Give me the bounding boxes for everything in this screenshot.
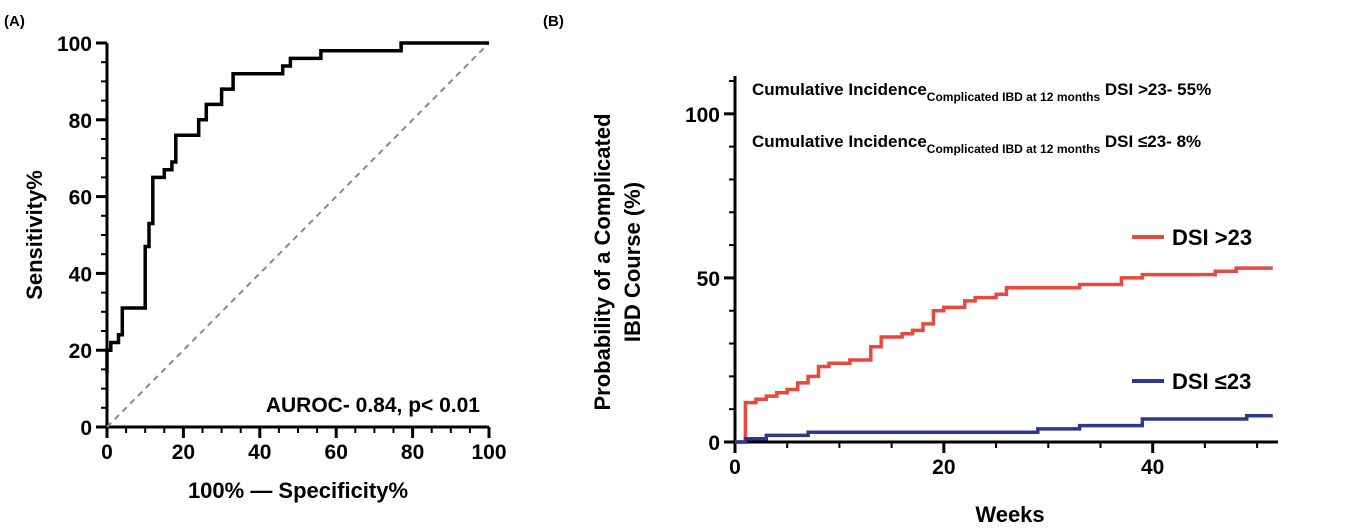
panel-a-reference-diagonal bbox=[106, 42, 490, 428]
annotation-dsi-high-tail: DSI >23- 55% bbox=[1100, 80, 1211, 99]
panel-a-y-tick-label: 40 bbox=[69, 263, 92, 286]
annotation-dsi-low-tail: DSI ≤23- 8% bbox=[1100, 132, 1201, 151]
panel-b-x-tick-label: 40 bbox=[1141, 456, 1164, 479]
panel-a-x-tick-label: 40 bbox=[248, 441, 271, 464]
panel-a-series-line-0 bbox=[105, 41, 489, 374]
panel-b-x-tick-label: 20 bbox=[932, 456, 955, 479]
panel-b-x-axis-title: Weeks bbox=[975, 502, 1044, 527]
auroc-annotation: AUROC- 0.84, p< 0.01 bbox=[266, 394, 480, 417]
panel-a-y-tick-label: 20 bbox=[69, 340, 92, 363]
panel-b-label: (B) bbox=[543, 13, 564, 30]
legend: DSI >23 DSI ≤23 bbox=[1132, 225, 1252, 394]
panel-a-x-tick-label: 80 bbox=[401, 441, 424, 464]
legend-label-dsi-low: DSI ≤23 bbox=[1172, 369, 1251, 394]
panel-a-y-axis-title: Sensitivity% bbox=[22, 170, 47, 300]
panel-b-y-tick-label: 100 bbox=[685, 104, 720, 127]
panel-b-series-line-1 bbox=[735, 413, 1273, 444]
panel-b-y-axis-title-line1: Probability of a Complicated bbox=[590, 113, 615, 410]
panel-a-y-tick-label: 0 bbox=[80, 417, 92, 440]
panel-a-y-tick-label: 80 bbox=[69, 110, 92, 133]
panel-a-y-tick-label: 100 bbox=[57, 33, 92, 56]
annotation-dsi-low: Cumulative IncidenceComplicated IBD at 1… bbox=[752, 132, 1201, 156]
panel-a-x-tick-label: 60 bbox=[325, 441, 348, 464]
panel-a-x-axis-title: 100% — Specificity% bbox=[188, 478, 408, 503]
panel-a-x-tick-label: 0 bbox=[101, 441, 113, 464]
panel-a-label: (A) bbox=[4, 13, 25, 30]
panel-a-roc-chart: (A) 0 20 40 60 80 100 0 20 40 60 80 100 AUROC- 0.84… bbox=[4, 13, 507, 503]
panel-b-y-tick-label: 0 bbox=[708, 432, 720, 455]
panel-a-x-tick-label: 100 bbox=[471, 441, 506, 464]
panel-b-y-tick-label: 50 bbox=[697, 268, 720, 291]
annotation-dsi-high: Cumulative IncidenceComplicated IBD at 1… bbox=[752, 80, 1211, 104]
panel-b-x-tick-label: 0 bbox=[729, 456, 741, 479]
panel-b-y-axis-title-line2: IBD Course (%) bbox=[620, 182, 645, 342]
panel-b-series-line-0 bbox=[735, 266, 1273, 444]
panel-a-x-tick-label: 20 bbox=[172, 441, 195, 464]
annotation-dsi-high-sub: Complicated IBD at 12 months bbox=[927, 90, 1101, 104]
legend-label-dsi-high: DSI >23 bbox=[1172, 225, 1252, 250]
annotation-dsi-low-sub: Complicated IBD at 12 months bbox=[927, 142, 1101, 156]
annotation-dsi-high-main: Cumulative Incidence bbox=[752, 80, 927, 99]
panel-a-plot-area: 0 20 40 60 80 100 0 20 40 60 80 100 bbox=[57, 33, 507, 464]
annotation-dsi-low-main: Cumulative Incidence bbox=[752, 132, 927, 151]
panel-a-y-tick-label: 60 bbox=[69, 187, 92, 210]
panel-b-plot-area: 0 20 40 0 50 100 bbox=[685, 76, 1278, 479]
